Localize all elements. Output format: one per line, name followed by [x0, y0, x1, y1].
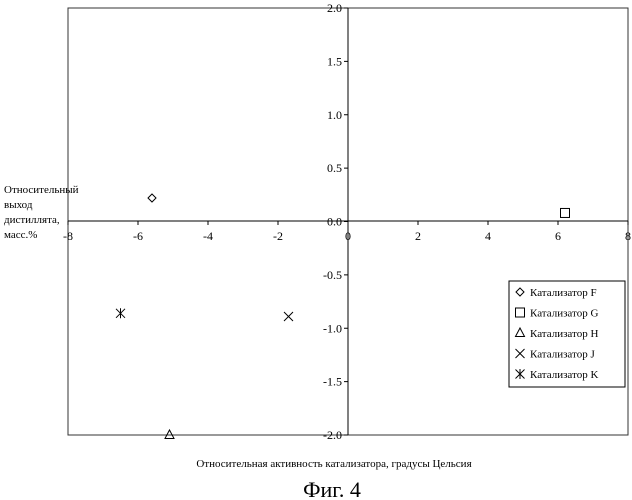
y-tick-label: 1.0 [327, 108, 342, 122]
y-axis-label-line-4: масс.% [4, 229, 37, 241]
data-point-asterisk [116, 308, 125, 318]
x-tick-label: 0 [345, 229, 351, 243]
data-point-diamond [148, 194, 156, 202]
y-tick-label: 1.5 [327, 54, 342, 68]
legend: Катализатор F Катализатор G Катализатор H К… [509, 281, 625, 387]
x-tick-label: -2 [273, 229, 283, 243]
x-axis-label: Относительная активность катализатора, г… [196, 458, 471, 470]
y-tick-label: -1.0 [323, 321, 342, 335]
x-tick-label: 6 [555, 229, 561, 243]
y-tick-label: 2.0 [327, 1, 342, 15]
figure-caption: Фиг. 4 [303, 477, 361, 500]
data-point-triangle [165, 430, 174, 439]
data-point-x [284, 312, 293, 321]
x-tick-label: 2 [415, 229, 421, 243]
y-tick-label: -0.5 [323, 268, 342, 282]
x-tick-label: 4 [485, 229, 491, 243]
y-tick-label: 0.5 [327, 161, 342, 175]
y-tick-label: -2.0 [323, 428, 342, 442]
y-axis-label-line-2: выход [4, 199, 33, 211]
y-tick-label: 0.0 [327, 215, 342, 229]
x-tick-label: 8 [625, 229, 631, 243]
data-point-square [561, 208, 570, 217]
legend-label: Катализатор J [530, 349, 595, 361]
y-tick-label: -1.5 [323, 375, 342, 389]
x-tick-label: -6 [133, 229, 143, 243]
y-axis-label-line-3: дистиллята, [4, 214, 60, 226]
x-tick-label: -8 [63, 229, 73, 243]
legend-label: Катализатор F [530, 287, 597, 299]
x-tick-label: -4 [203, 229, 213, 243]
data-points [116, 194, 570, 438]
y-axis-label-line-1: Относительный [4, 184, 79, 196]
legend-label: Катализатор G [530, 308, 598, 320]
legend-label: Катализатор K [530, 369, 598, 381]
legend-label: Катализатор H [530, 328, 598, 340]
